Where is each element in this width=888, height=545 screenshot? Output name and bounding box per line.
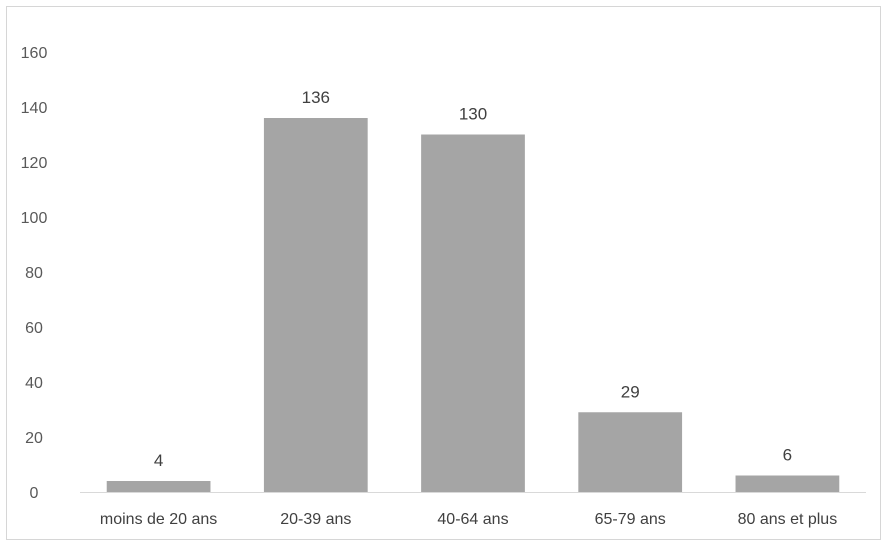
x-category-label: 80 ans et plus: [738, 511, 838, 528]
data-label: 4: [154, 451, 163, 470]
y-tick-label: 20: [25, 430, 43, 447]
data-label: 136: [302, 88, 330, 107]
bar: [735, 475, 840, 492]
bars: [106, 118, 840, 492]
y-tick-label: 100: [21, 210, 48, 227]
y-tick-label: 40: [25, 375, 43, 392]
data-label: 6: [783, 446, 792, 465]
data-label: 130: [459, 105, 487, 124]
y-tick-label: 120: [21, 155, 48, 172]
x-category-label: 65-79 ans: [595, 511, 666, 528]
x-axis-categories: moins de 20 ans 20-39 ans 40-64 ans 65-79 a…: [100, 511, 837, 528]
bar: [421, 134, 525, 492]
x-category-label: 20-39 ans: [280, 511, 351, 528]
data-labels: 4 136 130 29 6: [154, 88, 792, 470]
x-category-label: 40-64 ans: [437, 511, 508, 528]
data-label: 29: [621, 382, 640, 401]
y-axis-ticks: 0 20 40 60 80 100 120 140 160: [21, 45, 48, 502]
y-tick-label: 160: [21, 45, 48, 62]
y-tick-label: 80: [25, 265, 43, 282]
y-tick-label: 60: [25, 320, 43, 337]
y-tick-label: 0: [30, 485, 39, 502]
bar: [106, 481, 211, 492]
x-category-label: moins de 20 ans: [100, 511, 217, 528]
y-tick-label: 140: [21, 100, 48, 117]
bar: [263, 118, 368, 492]
bar: [578, 412, 683, 492]
